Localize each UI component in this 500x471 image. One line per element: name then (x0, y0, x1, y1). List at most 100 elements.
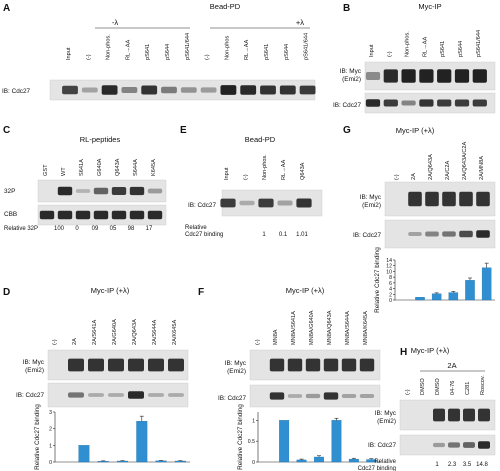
blot-band (141, 85, 158, 95)
blot-band (101, 85, 118, 95)
bar (78, 445, 90, 463)
lane-label: pS641 (145, 44, 151, 60)
lane-label: MN8A (273, 329, 279, 345)
lane-label: RL→AA (244, 40, 250, 60)
lane-label: 2A (411, 173, 417, 180)
blot-band (258, 198, 274, 208)
blot-panel-f-cdc27 (249, 384, 381, 408)
y-tick-label: 1 (252, 418, 255, 424)
relative-value: 1 (435, 462, 439, 468)
relative-value: 05 (110, 226, 117, 232)
blot-band (448, 442, 460, 448)
blot-band (437, 99, 452, 107)
y-tick-label: 3 (49, 410, 52, 416)
lane-label: MN8A/K645A (363, 311, 369, 345)
lane-label: (-) (405, 389, 411, 395)
blot-band (442, 191, 456, 207)
bar (136, 421, 148, 463)
blot-band (240, 85, 257, 95)
blot-band (57, 186, 73, 196)
bar (415, 296, 425, 301)
relative-value: 0 (75, 226, 79, 232)
blot-panel-h-cdc27 (399, 434, 496, 456)
y-tick-label: 6 (389, 281, 392, 287)
lane-label: DMSO (435, 378, 441, 395)
chart-ylabel: Relative Cdc27 binding (34, 404, 41, 470)
lane-label: G640A (97, 158, 103, 176)
blot-band (277, 200, 293, 206)
y-tick-label: 4 (389, 287, 392, 293)
ib-label: IB: Cdc27 (368, 442, 397, 449)
lane-label: DMSO (420, 378, 426, 395)
panel-d-title: Myc-IP (+λ) (91, 286, 130, 295)
bar (155, 460, 167, 463)
blot-band (75, 189, 91, 193)
blot-band (39, 210, 55, 220)
ib-label: IB: Myc (225, 360, 247, 367)
ib-label: IB: Myc (23, 359, 45, 366)
blot-band (129, 186, 145, 196)
lane-label: (-) (243, 174, 249, 180)
chart-ylabel: Relative Cdc27 binding (374, 247, 381, 313)
group-plus-lambda: +λ (296, 18, 304, 27)
lane-label: WT (61, 167, 67, 176)
blot-band (68, 392, 84, 398)
bar (465, 280, 475, 301)
blot-band (121, 86, 138, 94)
blot-band (269, 392, 285, 400)
y-tick-label: 0 (389, 298, 392, 304)
lane-label: 2A/K645A (172, 320, 178, 345)
blot-band (408, 191, 422, 207)
ib-label: IB: Myc (360, 194, 382, 201)
lane-label: MN8A/Q643A (327, 310, 333, 345)
blot-band (147, 188, 163, 194)
blot-band (147, 210, 163, 220)
blot-band (383, 99, 398, 107)
blot-band (220, 198, 236, 208)
relative-value: 14.8 (476, 462, 488, 468)
blot-band (341, 394, 357, 398)
row-label-32p: 32P (4, 188, 15, 195)
blot-band (419, 99, 434, 107)
panel-f-title: Myc-IP (+λ) (286, 286, 325, 295)
blot-band (401, 100, 416, 106)
blot-band (93, 210, 109, 220)
panel-e-title: Bead-PD (245, 135, 276, 144)
ib-label: (Emi2) (362, 202, 381, 209)
ib-label: IB: Cdc27 (188, 202, 217, 209)
blot-band (239, 200, 255, 206)
y-tick-label: 2 (389, 292, 392, 298)
panel-h-letter: H (400, 347, 407, 358)
lane-label: Q643A (300, 162, 306, 180)
blot-band (433, 442, 445, 448)
relative-label: Cdc27 binding (185, 232, 223, 238)
blot-band (419, 69, 434, 83)
blot-band (305, 358, 321, 372)
blot-band (365, 99, 381, 107)
relative-value: 100 (54, 226, 65, 232)
y-tick-label: 0 (252, 460, 255, 466)
panel-a-letter: A (3, 3, 10, 14)
lane-label: 2A/S641A (92, 320, 98, 345)
blot-band (323, 392, 339, 400)
blot-band (454, 99, 470, 107)
blot-band (108, 358, 124, 372)
lane-label: pS641/644 (304, 33, 310, 60)
lane-label: C281 (465, 382, 471, 395)
blot-band (383, 69, 398, 83)
bar (448, 292, 459, 301)
blot-band (463, 408, 475, 422)
row-label-cbb: CBB (4, 211, 17, 218)
relative-value: 98 (128, 226, 135, 232)
panel-g-title: Myc-IP (+λ) (396, 126, 435, 135)
panel-b-letter: B (343, 3, 350, 14)
bar (331, 420, 342, 463)
blot-band (472, 99, 487, 107)
bar (348, 458, 359, 463)
blot-band (161, 86, 177, 94)
bar (279, 420, 290, 463)
lane-label: (-) (387, 51, 393, 57)
lane-label: 2A/G640A (112, 319, 118, 345)
ib-label: (Emi2) (377, 418, 396, 425)
